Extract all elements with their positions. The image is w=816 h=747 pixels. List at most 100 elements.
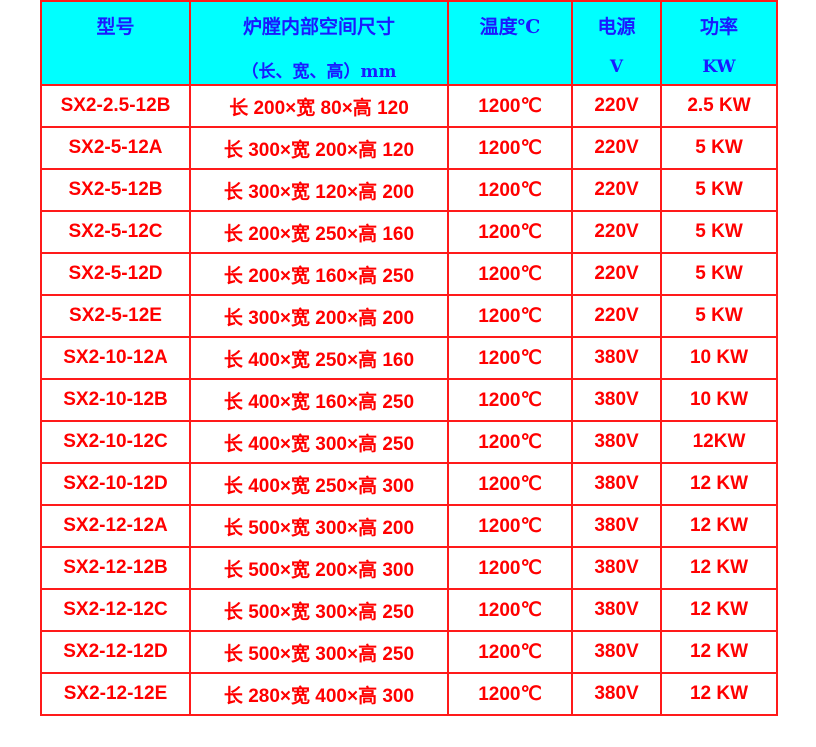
cell-temperature: 1200℃ (447, 210, 573, 254)
spec-table: 型号 炉膛内部空间尺寸 （长、宽、高）mm 温度℃ 电源 V 功率 KW SX2-2.5-12… (40, 0, 778, 716)
cell-power: 5 KW (660, 168, 778, 212)
cell-power: 5 KW (660, 252, 778, 296)
cell-power: 12 KW (660, 672, 778, 716)
cell-chamber-size: 长 300×宽 120×高 200 (189, 168, 449, 212)
header-temperature: 温度℃ (447, 0, 573, 86)
cell-model: SX2-10-12D (40, 462, 191, 506)
cell-model: SX2-12-12E (40, 672, 191, 716)
table-row: SX2-12-12E 长 280×宽 400×高 300 1200℃ 380V 12 K… (40, 672, 778, 716)
cell-voltage: 220V (571, 168, 662, 212)
cell-temperature: 1200℃ (447, 504, 573, 548)
cell-chamber-size: 长 300×宽 200×高 200 (189, 294, 449, 338)
header-label: 炉膛内部空间尺寸 (242, 16, 395, 38)
header-label: 型号 (96, 16, 135, 38)
cell-power: 12 KW (660, 462, 778, 506)
header-label: 功率 (699, 16, 738, 38)
cell-power: 12 KW (660, 630, 778, 674)
header-voltage: 电源 V (571, 0, 662, 86)
cell-temperature: 1200℃ (447, 84, 573, 128)
table-row: SX2-2.5-12B 长 200×宽 80×高 120 1200℃ 220V 2.5 … (40, 84, 778, 128)
cell-chamber-size: 长 400×宽 160×高 250 (189, 378, 449, 422)
table-row: SX2-10-12B 长 400×宽 160×高 250 1200℃ 380V 10 K… (40, 378, 778, 422)
cell-temperature: 1200℃ (447, 462, 573, 506)
cell-chamber-size: 长 400×宽 250×高 160 (189, 336, 449, 380)
cell-chamber-size: 长 280×宽 400×高 300 (189, 672, 449, 716)
cell-power: 12 KW (660, 504, 778, 548)
cell-chamber-size: 长 500×宽 300×高 250 (189, 588, 449, 632)
cell-model: SX2-5-12A (40, 126, 191, 170)
cell-power: 12 KW (660, 546, 778, 590)
cell-model: SX2-12-12D (40, 630, 191, 674)
table-row: SX2-5-12A 长 300×宽 200×高 120 1200℃ 220V 5 KW (40, 126, 778, 170)
cell-power: 5 KW (660, 126, 778, 170)
cell-voltage: 220V (571, 294, 662, 338)
cell-voltage: 220V (571, 252, 662, 296)
cell-chamber-size: 长 400×宽 250×高 300 (189, 462, 449, 506)
cell-chamber-size: 长 500×宽 300×高 200 (189, 504, 449, 548)
table-row: SX2-5-12B 长 300×宽 120×高 200 1200℃ 220V 5 KW (40, 168, 778, 212)
cell-temperature: 1200℃ (447, 588, 573, 632)
cell-voltage: 380V (571, 672, 662, 716)
cell-power: 5 KW (660, 294, 778, 338)
cell-chamber-size: 长 200×宽 160×高 250 (189, 252, 449, 296)
cell-model: SX2-2.5-12B (40, 84, 191, 128)
table-row: SX2-5-12D 长 200×宽 160×高 250 1200℃ 220V 5 KW (40, 252, 778, 296)
header-label: 温度℃ (479, 16, 541, 38)
table-row: SX2-10-12A 长 400×宽 250×高 160 1200℃ 380V 10 K… (40, 336, 778, 380)
table-row: SX2-12-12A 长 500×宽 300×高 200 1200℃ 380V 12 K… (40, 504, 778, 548)
cell-model: SX2-5-12D (40, 252, 191, 296)
cell-temperature: 1200℃ (447, 630, 573, 674)
cell-temperature: 1200℃ (447, 420, 573, 464)
cell-model: SX2-10-12B (40, 378, 191, 422)
header-chamber-size: 炉膛内部空间尺寸 （长、宽、高）mm (189, 0, 449, 86)
header-label: 电源 (597, 16, 636, 38)
cell-voltage: 380V (571, 546, 662, 590)
cell-voltage: 380V (571, 462, 662, 506)
header-row: 型号 炉膛内部空间尺寸 （长、宽、高）mm 温度℃ 电源 V 功率 KW (40, 0, 778, 86)
cell-model: SX2-12-12C (40, 588, 191, 632)
cell-model: SX2-12-12A (40, 504, 191, 548)
cell-voltage: 380V (571, 504, 662, 548)
header-power: 功率 KW (660, 0, 778, 86)
cell-chamber-size: 长 200×宽 80×高 120 (189, 84, 449, 128)
header-model: 型号 (40, 0, 191, 86)
cell-temperature: 1200℃ (447, 378, 573, 422)
cell-power: 5 KW (660, 210, 778, 254)
cell-power: 12 KW (660, 588, 778, 632)
table-row: SX2-12-12C 长 500×宽 300×高 250 1200℃ 380V 12 K… (40, 588, 778, 632)
cell-voltage: 380V (571, 336, 662, 380)
table-row: SX2-10-12C 长 400×宽 300×高 250 1200℃ 380V 12KW (40, 420, 778, 464)
cell-power: 2.5 KW (660, 84, 778, 128)
cell-chamber-size: 长 500×宽 200×高 300 (189, 546, 449, 590)
header-unit: V (609, 57, 624, 77)
cell-chamber-size: 长 300×宽 200×高 120 (189, 126, 449, 170)
cell-voltage: 220V (571, 126, 662, 170)
cell-voltage: 380V (571, 588, 662, 632)
cell-power: 10 KW (660, 336, 778, 380)
cell-model: SX2-5-12B (40, 168, 191, 212)
table-row: SX2-10-12D 长 400×宽 250×高 300 1200℃ 380V 12 K… (40, 462, 778, 506)
cell-model: SX2-5-12C (40, 210, 191, 254)
cell-chamber-size: 长 500×宽 300×高 250 (189, 630, 449, 674)
cell-temperature: 1200℃ (447, 672, 573, 716)
cell-temperature: 1200℃ (447, 252, 573, 296)
cell-model: SX2-5-12E (40, 294, 191, 338)
cell-temperature: 1200℃ (447, 168, 573, 212)
cell-temperature: 1200℃ (447, 294, 573, 338)
cell-temperature: 1200℃ (447, 336, 573, 380)
cell-voltage: 220V (571, 210, 662, 254)
cell-model: SX2-10-12C (40, 420, 191, 464)
table-row: SX2-12-12D 长 500×宽 300×高 250 1200℃ 380V 12 K… (40, 630, 778, 674)
cell-power: 10 KW (660, 378, 778, 422)
header-unit: （长、宽、高）mm (241, 62, 397, 82)
cell-power: 12KW (660, 420, 778, 464)
cell-temperature: 1200℃ (447, 546, 573, 590)
cell-voltage: 380V (571, 378, 662, 422)
table-row: SX2-5-12C 长 200×宽 250×高 160 1200℃ 220V 5 KW (40, 210, 778, 254)
header-unit: KW (702, 57, 736, 77)
cell-model: SX2-10-12A (40, 336, 191, 380)
table-row: SX2-12-12B 长 500×宽 200×高 300 1200℃ 380V 12 K… (40, 546, 778, 590)
cell-voltage: 380V (571, 420, 662, 464)
cell-voltage: 220V (571, 84, 662, 128)
cell-temperature: 1200℃ (447, 126, 573, 170)
